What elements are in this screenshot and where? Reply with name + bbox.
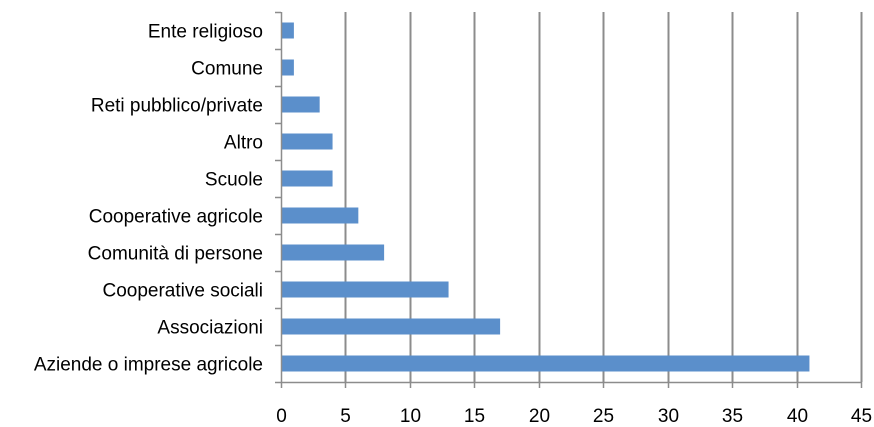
bar (281, 133, 333, 150)
bar (281, 244, 385, 261)
bar (281, 281, 449, 298)
bar (281, 318, 501, 335)
x-tick-label: 5 (340, 406, 351, 427)
category-label: Comune (191, 59, 263, 80)
bar (281, 59, 294, 76)
x-tick-label: 10 (400, 406, 421, 427)
bar (281, 170, 333, 187)
x-tick-label: 20 (529, 406, 550, 427)
x-tick-label: 35 (722, 406, 743, 427)
category-label: Reti pubblico/private (91, 96, 263, 117)
category-label: Scuole (205, 170, 263, 191)
labels: 0 5 10 15 20 25 30 35 40 45 Ente religioso Comune Re… (34, 22, 872, 427)
bars (281, 22, 810, 372)
x-tick-label: 25 (593, 406, 614, 427)
category-label: Cooperative agricole (89, 207, 263, 228)
x-tick-label: 40 (787, 406, 808, 427)
category-label: Comunità di persone (88, 244, 263, 265)
x-tick-label: 30 (658, 406, 679, 427)
bar (281, 96, 320, 113)
category-label: Aziende o imprese agricole (34, 355, 263, 376)
category-label: Cooperative sociali (102, 281, 263, 302)
category-label: Associazioni (157, 318, 263, 339)
grid-lines (344, 12, 863, 382)
x-tick-label: 15 (464, 406, 485, 427)
bar (281, 207, 359, 224)
x-tick-label: 45 (851, 406, 872, 427)
category-label: Altro (224, 133, 263, 154)
category-label: Ente religioso (148, 22, 263, 43)
x-tick-label: 0 (276, 406, 287, 427)
bar (281, 22, 294, 39)
axes (275, 11, 863, 388)
bar (281, 355, 810, 372)
